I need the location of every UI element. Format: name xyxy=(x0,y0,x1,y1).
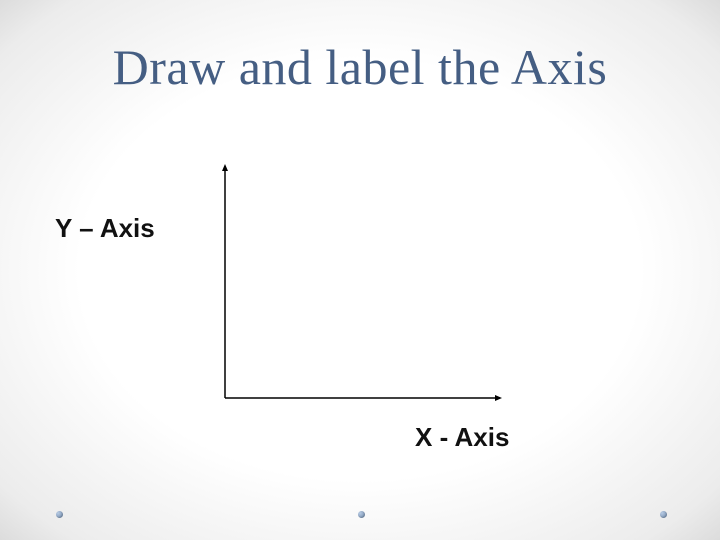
slide-title: Draw and label the Axis xyxy=(0,38,720,96)
decorative-dot xyxy=(660,511,667,518)
decorative-dot xyxy=(358,511,365,518)
axes-diagram xyxy=(215,156,510,408)
y-axis-label: Y – Axis xyxy=(55,213,155,244)
decorative-dot xyxy=(56,511,63,518)
axes-svg xyxy=(215,156,510,408)
slide: Draw and label the Axis Y – Axis X - Axi… xyxy=(0,0,720,540)
x-axis-label: X - Axis xyxy=(415,422,509,453)
